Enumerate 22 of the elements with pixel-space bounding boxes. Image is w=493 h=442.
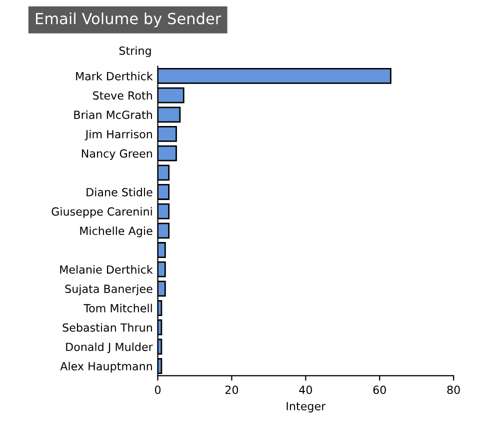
y-tick-label: Tom Mitchell <box>84 304 152 312</box>
y-axis-title: String <box>119 46 151 58</box>
x-tick-label: 40 <box>299 386 312 394</box>
chart-title: Email Volume by Sender <box>36 12 222 28</box>
y-tick-label: Steve Roth <box>93 91 152 100</box>
y-tick-label: Melanie Derthick <box>60 265 153 274</box>
y-tick-label: Nancy Green <box>82 149 152 160</box>
x-tick-label: 0 <box>154 386 161 394</box>
y-tick-label: Diane Stidle <box>86 188 152 196</box>
y-tick-label: Donald J Mulder <box>66 342 153 354</box>
x-axis-title: Integer <box>286 402 326 412</box>
y-tick-label: Jim Harrison <box>84 130 152 140</box>
y-tick-label: Alex Hauptmann <box>60 362 152 373</box>
y-tick-label: Giuseppe Carenini <box>52 207 152 218</box>
x-tick-label: 20 <box>225 386 238 394</box>
y-tick-label: Michelle Agie <box>80 226 152 238</box>
y-tick-label: Brian McGrath <box>74 110 152 120</box>
x-tick-label: 80 <box>447 386 460 394</box>
y-tick-label: Sebastian Thrun <box>62 323 152 332</box>
y-tick-label: Sujata Banerjee <box>65 284 152 296</box>
y-tick-label: Mark Derthick <box>76 72 153 80</box>
x-tick-label: 60 <box>373 386 386 394</box>
